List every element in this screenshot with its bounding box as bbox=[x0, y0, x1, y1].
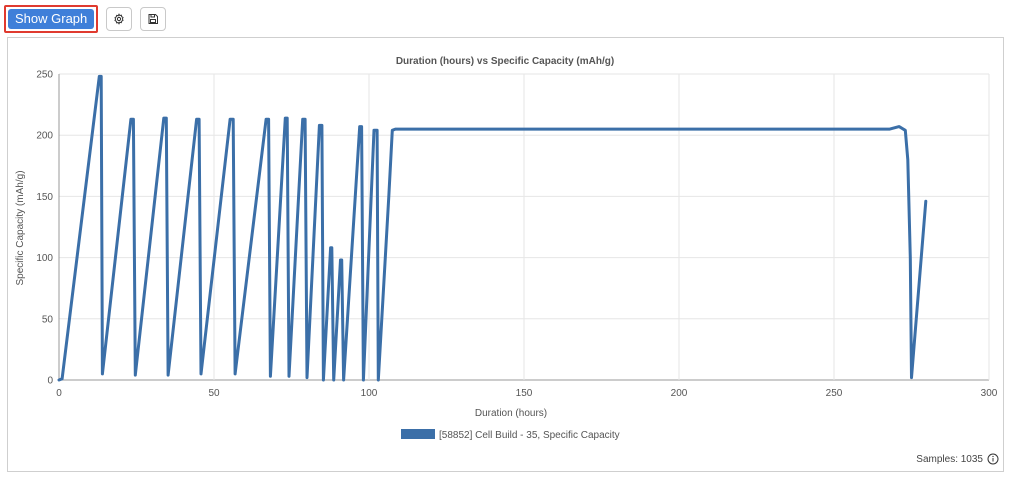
y-axis-label: Specific Capacity (mAh/g) bbox=[15, 170, 26, 285]
chart-panel: Duration (hours) vs Specific Capacity (m… bbox=[7, 37, 1004, 472]
chart-title: Duration (hours) vs Specific Capacity (m… bbox=[396, 56, 614, 67]
toolbar: Show Graph bbox=[4, 4, 167, 34]
show-graph-highlight: Show Graph bbox=[4, 5, 99, 33]
x-tick-label: 300 bbox=[981, 388, 998, 399]
gear-icon bbox=[114, 13, 124, 25]
settings-button[interactable] bbox=[106, 7, 133, 31]
legend-label: [58852] Cell Build - 35, Specific Capaci… bbox=[439, 430, 620, 441]
save-button[interactable] bbox=[140, 7, 167, 31]
y-tick-label: 100 bbox=[36, 253, 53, 264]
x-tick-label: 50 bbox=[208, 388, 220, 399]
y-tick-label: 150 bbox=[36, 192, 53, 203]
info-icon[interactable] bbox=[987, 453, 999, 465]
x-tick-label: 0 bbox=[56, 388, 62, 399]
y-tick-label: 200 bbox=[36, 131, 53, 142]
legend-swatch bbox=[401, 429, 435, 439]
samples-count: Samples: 1035 bbox=[916, 453, 983, 465]
x-axis-label: Duration (hours) bbox=[475, 408, 547, 419]
samples-footer: Samples: 1035 bbox=[916, 453, 999, 465]
floppy-disk-icon bbox=[148, 14, 159, 24]
series-line[interactable] bbox=[57, 74, 928, 382]
x-tick-label: 200 bbox=[671, 388, 688, 399]
y-tick-label: 0 bbox=[47, 376, 53, 387]
y-tick-label: 50 bbox=[42, 314, 54, 325]
show-graph-button[interactable]: Show Graph bbox=[8, 9, 95, 29]
axes: 0 50 100 150 200 250 0 50 100 150 200 250 300 bbox=[36, 70, 997, 400]
x-tick-label: 250 bbox=[826, 388, 843, 399]
x-tick-label: 100 bbox=[361, 388, 378, 399]
y-tick-label: 250 bbox=[36, 70, 53, 81]
x-tick-label: 150 bbox=[516, 388, 533, 399]
series-layer bbox=[57, 74, 928, 382]
chart: Duration (hours) vs Specific Capacity (m… bbox=[15, 56, 998, 441]
legend[interactable]: [58852] Cell Build - 35, Specific Capaci… bbox=[401, 429, 620, 441]
